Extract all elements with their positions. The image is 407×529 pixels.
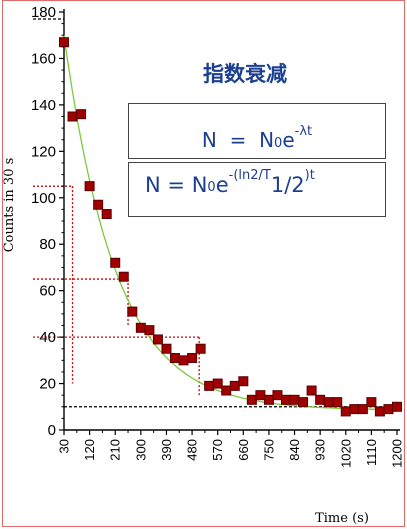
data-point <box>101 209 112 220</box>
data-point <box>195 343 206 354</box>
data-point <box>178 355 189 366</box>
x-tick-label: 1110 <box>364 439 379 466</box>
eq2-equals: = <box>167 172 186 197</box>
x-tick-label: 210 <box>108 439 123 461</box>
data-point <box>357 404 368 415</box>
data-point <box>118 271 129 282</box>
y-tick-label: 20 <box>39 376 56 393</box>
data-point <box>281 394 291 405</box>
data-point <box>263 394 274 405</box>
y-tick-label: 80 <box>39 236 56 253</box>
data-point <box>315 394 326 405</box>
data-point <box>366 397 377 408</box>
data-point <box>255 390 266 401</box>
data-point <box>187 353 198 364</box>
x-tick-labels: 30 120 210 300 390 480 570 660 750 840 930 1020 1110… <box>57 430 405 468</box>
x-tick-label: 840 <box>287 439 302 461</box>
y-tick-labels: 0 20 40 60 80 100 120 140 160 180 <box>31 4 64 439</box>
y-tick-label: 100 <box>31 190 56 207</box>
half-life-guides <box>33 185 200 396</box>
x-tick-label: 300 <box>133 439 148 461</box>
y-tick-label: 40 <box>39 329 56 346</box>
eq2-n0: N <box>191 172 208 197</box>
data-point <box>93 199 104 210</box>
x-tick-label: 750 <box>261 439 276 461</box>
chart-title: 指数衰减 <box>203 62 287 86</box>
data-point <box>110 257 121 268</box>
data-point <box>392 401 402 412</box>
data-point <box>212 378 223 389</box>
x-tick-label: 30 <box>57 439 72 453</box>
data-point <box>349 404 360 415</box>
eq2-n: N <box>145 172 161 197</box>
data-point <box>323 397 334 408</box>
data-point <box>374 406 385 417</box>
data-point <box>238 376 249 387</box>
data-point <box>76 109 87 120</box>
eq2-exponent-a: -(ln2/T <box>228 168 271 183</box>
data-point <box>272 390 283 401</box>
x-tick-label: 930 <box>313 439 328 461</box>
data-point <box>221 385 232 396</box>
y-tick-label: 120 <box>31 143 56 160</box>
y-tick-label: 140 <box>31 97 56 114</box>
data-point <box>127 306 138 317</box>
eq2-half: 1/2 <box>270 172 305 197</box>
data-points <box>59 37 402 417</box>
data-point <box>59 37 69 48</box>
data-point <box>152 334 163 345</box>
x-tick-label: 1200 <box>390 439 405 468</box>
data-point <box>161 343 172 354</box>
eq2-subscript: 0 <box>207 180 216 195</box>
y-tick-label: 0 <box>48 422 56 439</box>
data-point <box>229 380 240 391</box>
eq2-e: e <box>215 172 229 197</box>
x-tick-label: 660 <box>236 439 251 461</box>
data-point <box>340 406 351 417</box>
x-tick-label: 390 <box>159 439 174 461</box>
x-axis-label: Time (s) <box>315 511 369 526</box>
eq1-n: N <box>201 128 217 152</box>
half-life-equation-box: N = N 0 e -(ln2/T 1/2)t <box>128 162 386 217</box>
eq2-exponent-b: )t <box>304 168 315 183</box>
eq1-n0: N <box>259 128 275 152</box>
eq1-subscript: 0 <box>274 135 283 151</box>
fit-curve <box>63 35 397 411</box>
eq1-exponent: -λt <box>294 123 313 139</box>
x-tick-label: 1020 <box>338 439 353 468</box>
y-axis-label: Counts in 30 s <box>2 158 17 253</box>
x-tick-label: 570 <box>210 439 225 461</box>
data-point <box>306 385 317 396</box>
data-point <box>67 111 78 122</box>
data-point <box>246 394 257 405</box>
y-tick-label: 160 <box>31 50 56 67</box>
y-tick-label: 180 <box>31 4 56 21</box>
x-tick-label: 120 <box>82 439 97 461</box>
eq1-e: e <box>282 128 295 152</box>
data-point <box>289 394 300 405</box>
x-tick-label: 480 <box>185 439 200 461</box>
data-point <box>170 353 180 364</box>
data-point <box>383 404 394 415</box>
data-point <box>204 380 215 391</box>
data-point <box>298 397 309 408</box>
decay-equation-box: N = N 0 e -λt <box>128 103 386 159</box>
data-point <box>84 181 95 192</box>
data-point <box>332 397 343 408</box>
y-tick-label: 60 <box>39 283 56 300</box>
data-point <box>144 325 155 336</box>
eq1-equals: = <box>229 128 247 152</box>
data-point <box>135 322 146 333</box>
